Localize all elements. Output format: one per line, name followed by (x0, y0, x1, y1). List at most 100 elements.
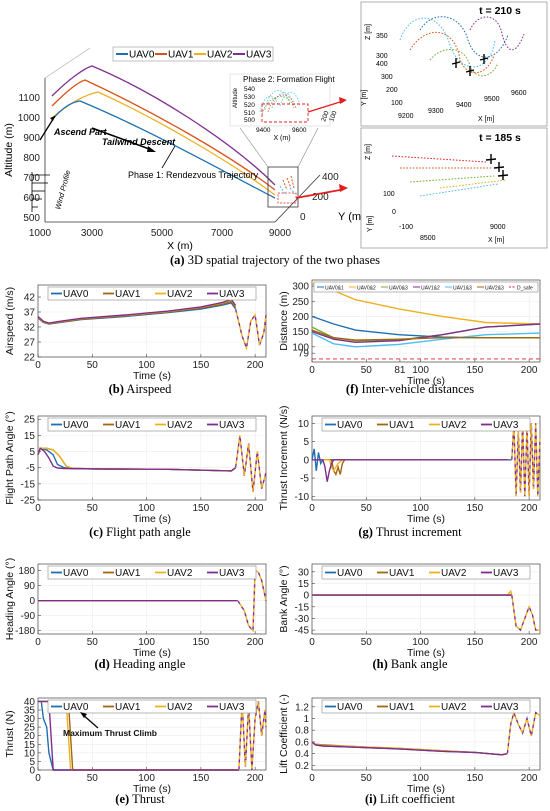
x-tick-label: 100 (138, 360, 155, 371)
x-axis-label: Time (s) (407, 783, 445, 795)
series-line-dashed (234, 308, 267, 351)
inset-z-tick: 540 (244, 86, 255, 93)
y-tick-label: 10 (298, 419, 310, 430)
trail-185-green (409, 175, 495, 183)
zoom-connector (297, 127, 319, 168)
inset-z-tick: 530 (244, 94, 255, 101)
y-tick-label: -5 (26, 463, 35, 474)
x-tick-label: 50 (361, 365, 373, 376)
legend-box (321, 565, 531, 580)
y-axis-label: Flight Path Angle (°) (4, 411, 16, 505)
z-tick-label: 1000 (18, 113, 41, 124)
legend-label: UAV1 (115, 289, 141, 300)
x-tick-label: 50 (87, 360, 99, 371)
x-tick-label: 50 (87, 637, 99, 648)
x-tick-label: 150 (467, 637, 484, 648)
phase1-arrow-icon (161, 145, 176, 169)
y-tick-label: -30 (295, 614, 310, 625)
x-tick-label: 200 (521, 773, 538, 784)
uav-marker-icon (497, 170, 509, 180)
x-tick-label: 0 (309, 773, 315, 784)
plot-frame (311, 279, 541, 363)
x-tick-label: 200 (247, 360, 264, 371)
uav-marker-icon (485, 154, 497, 164)
y-tick-label: 0 (29, 766, 35, 777)
loop-210-blue (419, 16, 509, 58)
y-tick-label: 0.2 (295, 761, 309, 772)
series-line-dashed-overlay (234, 308, 267, 351)
series-line-uav1-2 (311, 323, 541, 344)
y-tick-label: 0 (300, 212, 306, 223)
legend-label: UAV0&3 (389, 286, 408, 292)
x-tick-label: 150 (193, 637, 210, 648)
y-ticks-210: 400 300 200 100 (376, 61, 403, 107)
y-tick-label: 37 (24, 308, 36, 319)
y-tick-label: 300 (292, 282, 309, 293)
inset-y-ticks: 200 100 (320, 110, 338, 123)
series-line-uav3 (37, 298, 237, 324)
series-line-dashed (506, 710, 541, 754)
series-line-uav1-3 (311, 332, 541, 348)
x-label-210: X [m] (478, 116, 494, 123)
x-tick-label: 150 (193, 503, 210, 514)
y-tick-label: 90 (24, 581, 36, 592)
formation-mark (277, 192, 297, 204)
series-line-dashed (511, 423, 541, 497)
legend-label: UAV3 (219, 568, 245, 579)
x-tick-label: 200 (247, 503, 264, 514)
legend-label: UAV3 (493, 568, 519, 579)
plot-frame (311, 563, 541, 635)
inset-y-tick: 200 (320, 110, 330, 123)
y-axis-label: Y (m) (338, 211, 365, 223)
inset-loops (259, 90, 301, 113)
caption-e: (e) Thrust (115, 792, 165, 806)
y-tick-label: 200 (292, 312, 309, 323)
series-line-uav3 (312, 459, 508, 482)
x-tick-label: 200 (521, 503, 538, 514)
series-line-uav2-3 (311, 329, 540, 341)
x-tick-label: 1000 (29, 228, 52, 239)
trail-185-cyan (419, 183, 499, 197)
series-line-dashed-overlay (237, 569, 267, 633)
legend-label: UAV0 (129, 50, 155, 61)
zoom-connector (239, 127, 269, 168)
inset-x-label: X (m) (273, 135, 290, 142)
y-tick: 200 (386, 87, 398, 94)
inset-z-label: Altitude (233, 87, 239, 108)
z-tick-label: 900 (23, 133, 40, 144)
trail-185-yellow (439, 179, 507, 189)
series-line-dashed (511, 595, 540, 632)
y-tick-label: 22 (24, 353, 36, 364)
z-label-185: Z [m] (365, 144, 372, 160)
x-tick-label: 200 (247, 773, 264, 784)
caption-g: (g) Thrust increment (358, 525, 462, 539)
inset-z-ticks: 540 530 520 510 500 (244, 86, 255, 124)
y-tick-label: 15 (298, 579, 310, 590)
inset-formation-flight: Phase 2: Formation Flight Altitude 540 5… (229, 73, 347, 142)
inset-frame (229, 73, 331, 127)
x-tick-label: 0 (309, 365, 315, 376)
formation-mark (282, 175, 295, 191)
x-tick-label: 100 (138, 503, 155, 514)
series-line-dashed-overlay (506, 710, 541, 754)
y-tick-label: 20 (24, 731, 36, 742)
y-tick: -100 (399, 224, 413, 231)
legend-label: UAV2 (441, 702, 467, 713)
x-tick-label: 100 (412, 637, 429, 648)
y-tick-label: -180 (15, 626, 35, 637)
x-tick-label: 100 (412, 365, 429, 376)
y-axis-label: Bank Angle (°) (278, 565, 290, 632)
legend-label: UAV2 (167, 420, 193, 431)
x-tick-label: 50 (87, 503, 99, 514)
x-tick: 9200 (398, 113, 414, 120)
loop-210-blue (399, 17, 496, 68)
caption-f: (f) Inter-vehicle distances (346, 382, 474, 396)
legend-label: UAV0 (63, 289, 89, 300)
y-tick-label: 35 (24, 706, 36, 717)
trajectory-uav1 (51, 79, 276, 191)
x-axis-label: Time (s) (407, 647, 445, 659)
x-ticks-210: 9200 9300 9400 9500 9600 (398, 90, 527, 120)
inset-loops (261, 96, 295, 115)
x-tick-label: 150 (467, 365, 484, 376)
x-axis-label: Time (s) (407, 375, 445, 387)
